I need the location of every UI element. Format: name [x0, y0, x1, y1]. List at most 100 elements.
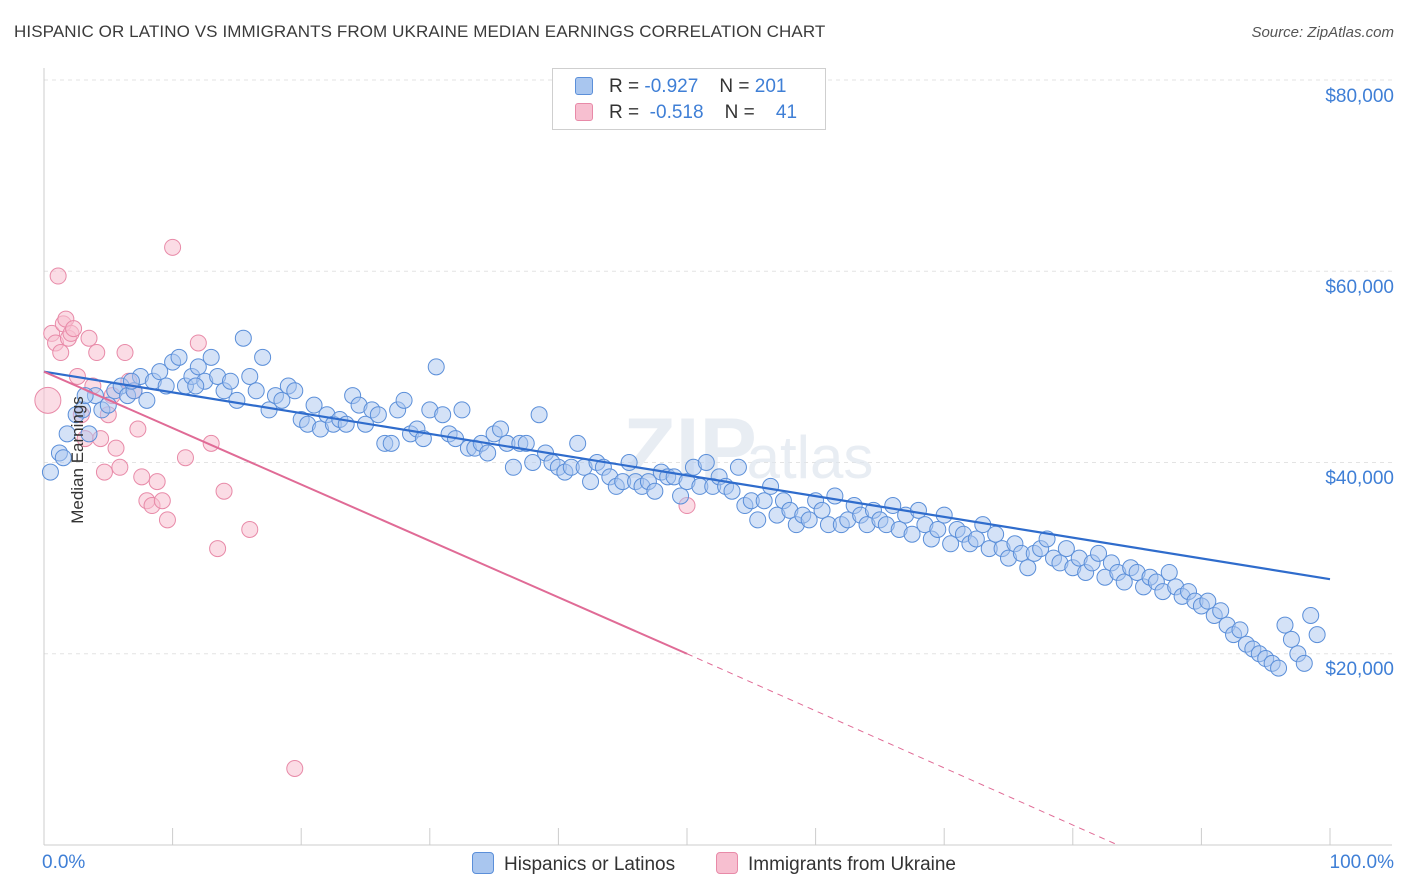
hispanic-point: [170, 348, 188, 366]
ukraine-point: [286, 760, 304, 777]
ukraine-point: [176, 449, 194, 467]
ukraine-point: [95, 463, 113, 481]
hispanic-point: [247, 382, 265, 400]
hispanic-point: [723, 482, 741, 500]
hispanic-point: [987, 525, 1005, 543]
hispanic-point: [826, 487, 844, 505]
hispanic-point: [903, 525, 921, 543]
hispanic-point: [54, 449, 72, 467]
ukraine-point: [52, 344, 70, 362]
hispanic-point: [1019, 559, 1037, 577]
n-value: 41: [775, 102, 798, 123]
r-value: -0.927: [644, 76, 699, 97]
hispanic-point: [434, 406, 452, 424]
legend-item-hispanic[interactable]: Hispanics or Latinos: [472, 852, 675, 876]
blue-swatch-icon: [575, 77, 593, 95]
hispanic-point: [41, 463, 59, 481]
hispanic-point: [1199, 592, 1217, 610]
n-value: 201: [754, 76, 787, 97]
hispanic-point: [1090, 544, 1108, 562]
n-label: N =: [724, 102, 755, 123]
r-value: -0.518: [649, 102, 704, 123]
hispanic-point: [1276, 616, 1294, 634]
hispanic-point: [138, 391, 156, 409]
source-label: Source: ZipAtlas.com: [1251, 24, 1394, 41]
ukraine-points-layer: [34, 238, 696, 777]
hispanic-point: [273, 391, 291, 409]
legend-item-ukraine[interactable]: Immigrants from Ukraine: [716, 852, 956, 876]
ukraine-point: [116, 344, 134, 362]
hispanic-point: [1282, 630, 1300, 648]
ukraine-point: [148, 473, 166, 491]
hispanic-point: [942, 535, 960, 553]
hispanic-point: [1212, 602, 1230, 620]
legend-label: Hispanics or Latinos: [504, 854, 676, 875]
legend-row-hispanic: R = -0.927 N = 201: [575, 76, 786, 100]
hispanic-point: [1057, 540, 1075, 558]
hispanic-point: [524, 454, 542, 471]
hispanic-point: [697, 454, 715, 471]
y-axis-title: Median Earnings: [67, 396, 87, 524]
ukraine-point: [88, 344, 106, 362]
hispanic-point: [1308, 626, 1326, 644]
hispanic-point: [80, 425, 98, 443]
hispanic-point: [762, 477, 780, 495]
hispanic-point: [286, 382, 304, 400]
ukraine-point: [215, 482, 233, 500]
ukraine-point: [164, 238, 182, 256]
ukraine-point: [111, 458, 129, 476]
y-tick-label: $80,000: [1325, 86, 1394, 107]
ukraine-point: [65, 320, 83, 338]
hispanic-point: [479, 444, 497, 462]
ukraine-point: [209, 540, 227, 558]
hispanic-point: [305, 396, 323, 414]
hispanic-point: [234, 329, 252, 347]
hispanic-point: [453, 401, 471, 419]
hispanic-point: [800, 511, 818, 529]
hispanic-point: [729, 458, 747, 476]
x-axis-min-label: 0.0%: [42, 852, 86, 873]
ukraine-point: [107, 439, 125, 457]
hispanic-point: [582, 473, 600, 491]
hispanic-point: [530, 406, 548, 424]
axes-layer: [43, 68, 1392, 846]
watermark: ZIP atlas: [623, 401, 873, 497]
hispanic-point: [369, 406, 387, 424]
hispanic-point: [254, 348, 272, 366]
r-label: R =: [609, 102, 640, 123]
hispanic-point: [813, 501, 831, 519]
hispanic-point: [755, 492, 773, 510]
hispanic-point: [221, 372, 239, 390]
hispanic-point: [569, 434, 587, 452]
ukraine-point: [49, 267, 67, 285]
ukraine-point: [158, 511, 176, 529]
hispanic-point: [382, 434, 400, 452]
blue-swatch-icon: [472, 852, 494, 874]
hispanic-point: [241, 367, 259, 385]
hispanic-point: [646, 482, 664, 500]
hispanic-point: [228, 391, 246, 409]
hispanic-point: [189, 358, 207, 376]
hispanic-point: [909, 501, 927, 519]
hispanic-point: [1231, 621, 1249, 639]
n-label: N =: [719, 76, 750, 97]
hispanic-point: [58, 425, 76, 443]
hispanic-point: [620, 454, 638, 471]
hispanic-point: [395, 391, 413, 409]
ukraine-point: [129, 420, 147, 438]
hispanic-point: [202, 348, 220, 366]
legend-label: Immigrants from Ukraine: [748, 854, 956, 875]
hispanic-point: [1160, 563, 1178, 581]
ukraine-point: [34, 386, 62, 414]
ukraine-trend-extension: [686, 653, 1119, 846]
stats-legend: R = -0.927 N = 201 R = -0.518 N = 41: [552, 68, 826, 130]
hispanic-trend-line: [43, 370, 1331, 581]
hispanic-point: [151, 363, 169, 381]
hispanic-point: [1295, 654, 1313, 672]
legend-row-ukraine: R = -0.518 N = 41: [575, 102, 797, 126]
trend-lines-layer: [43, 370, 1331, 846]
hispanic-point: [492, 420, 510, 438]
pink-swatch-icon: [716, 852, 738, 874]
grid-layer: [44, 79, 1392, 655]
